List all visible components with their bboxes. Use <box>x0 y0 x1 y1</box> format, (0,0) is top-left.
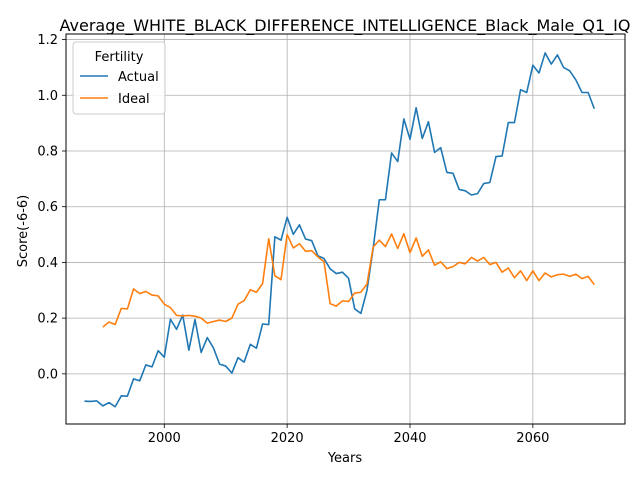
legend-label-ideal: Ideal <box>118 92 150 107</box>
x-axis-ticks: 2000 2020 2040 2060 <box>148 424 549 446</box>
x-axis-label: Years <box>327 451 363 466</box>
legend-box <box>72 41 166 115</box>
series-line-actual <box>84 52 596 408</box>
y-tick-label: 0.0 <box>37 367 58 382</box>
y-tick-label: 0.8 <box>37 145 58 160</box>
x-tick-label: 2000 <box>148 431 181 446</box>
plot-area-frame <box>65 33 626 425</box>
legend: Fertility Actual Ideal <box>72 41 166 115</box>
series-line-ideal <box>102 232 595 328</box>
y-tick-label: 0.2 <box>37 312 58 327</box>
y-axis-ticks: 0.0 0.2 0.4 0.6 0.8 1.0 1.2 <box>37 33 66 382</box>
legend-title: Fertility <box>95 50 144 65</box>
legend-label-actual: Actual <box>118 70 159 85</box>
series-layer <box>84 52 596 408</box>
y-tick-label: 0.4 <box>37 256 58 271</box>
y-tick-label: 1.0 <box>37 89 58 104</box>
x-tick-label: 2060 <box>516 431 549 446</box>
chart-title: Average_WHITE_BLACK_DIFFERENCE_INTELLIGE… <box>60 16 631 36</box>
y-tick-label: 0.6 <box>37 200 58 215</box>
y-axis-label: Score(-6-6) <box>16 195 31 267</box>
x-tick-label: 2020 <box>271 431 304 446</box>
y-tick-label: 1.2 <box>37 33 58 48</box>
x-tick-label: 2040 <box>393 431 426 446</box>
grid-lines <box>66 34 625 424</box>
